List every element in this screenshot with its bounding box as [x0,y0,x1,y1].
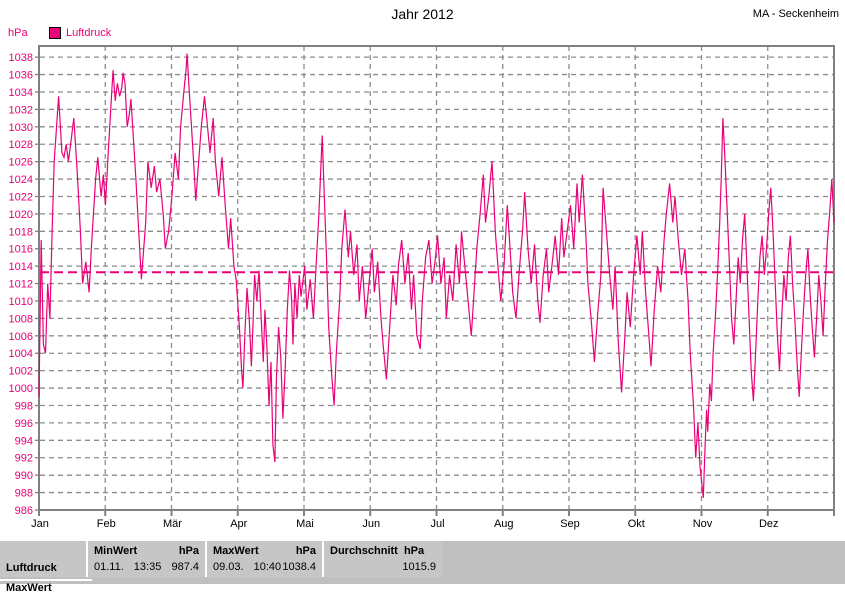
svg-text:Mai: Mai [296,518,314,530]
svg-text:1020: 1020 [9,209,33,221]
legend-label: Luftdruck [66,27,112,39]
svg-text:998: 998 [15,400,33,412]
svg-text:Jan: Jan [31,518,49,530]
weather-chart-window: { "header": { "title": "Jahr 2012", "sta… [0,6,845,594]
svg-text:1012: 1012 [9,279,33,291]
svg-text:1006: 1006 [9,331,33,343]
svg-text:1022: 1022 [9,191,33,203]
plot-frame [38,45,835,511]
svg-text:1010: 1010 [9,296,33,308]
svg-text:1032: 1032 [9,104,33,116]
stats-row-label-cell: Luftdruck [0,541,86,577]
svg-text:1008: 1008 [9,313,33,325]
svg-text:1002: 1002 [9,366,33,378]
month-labels: Jan Feb Mär Apr Mai Jun Jul Aug Sep Okt Nov Dez [31,518,778,530]
stats-avg-cell: Durchschnitt hPa 1015.9 [322,541,442,577]
max-date: 09.03. [213,561,244,573]
svg-text:1028: 1028 [9,139,33,151]
svg-text:Aug: Aug [494,518,514,530]
svg-text:990: 990 [15,470,33,482]
avg-value: 1015.9 [402,561,436,573]
y-tick-labels: 1038 1036 1034 1032 1030 1028 1026 1024 1022 1020… [9,52,33,517]
stats-next-row-clipped: MaxWert [0,579,92,597]
avg-header-label: Durchschnitt hPa [330,545,425,557]
svg-text:1018: 1018 [9,226,33,238]
svg-text:996: 996 [15,418,33,430]
station-label: MA - Seckenheim [752,8,839,20]
pressure-chart: 1038 1036 1034 1032 1030 1028 1026 1024 1022 1020… [9,45,835,530]
svg-text:1016: 1016 [9,244,33,256]
y-axis-unit-label: hPa [8,27,28,39]
max-header-label: MaxWert [213,545,259,557]
svg-text:Dez: Dez [759,518,779,530]
svg-text:Nov: Nov [693,518,713,530]
legend: Luftdruck [49,27,111,39]
svg-text:1014: 1014 [9,261,33,273]
min-value: 987.4 [171,561,199,573]
max-value: 1038.4 [282,561,316,573]
svg-text:986: 986 [15,505,33,517]
stats-series-name: Luftdruck [6,562,57,574]
luftdruck-series-line [38,53,835,498]
stats-table: Luftdruck MinWert hPa 01.11. 13:35 987.4… [0,540,845,594]
svg-text:Mär: Mär [163,518,182,530]
svg-text:Okt: Okt [628,518,645,530]
svg-text:Jul: Jul [430,518,444,530]
svg-text:988: 988 [15,488,33,500]
min-time: 13:35 [133,561,162,573]
svg-text:1026: 1026 [9,157,33,169]
svg-text:994: 994 [15,435,33,447]
svg-text:Jun: Jun [362,518,380,530]
svg-text:1036: 1036 [9,70,33,82]
max-header-unit: hPa [295,545,316,557]
page-title: Jahr 2012 [391,6,454,22]
min-header-label: MinWert [94,545,138,557]
svg-text:Apr: Apr [230,518,247,530]
month-gridlines [38,46,835,516]
svg-text:992: 992 [15,453,33,465]
svg-text:Sep: Sep [560,518,580,530]
min-date: 01.11. [94,561,124,573]
svg-text:1000: 1000 [9,383,33,395]
clipped-row-label: MaxWert [6,582,52,594]
svg-text:Feb: Feb [97,518,116,530]
stats-min-cell: MinWert hPa 01.11. 13:35 987.4 [86,541,205,577]
svg-text:1038: 1038 [9,52,33,64]
stats-max-cell: MaxWert hPa 09.03. 10:40 1038.4 [205,541,322,577]
luftdruck-color-swatch-icon [49,27,61,39]
min-header-unit: hPa [178,545,199,557]
svg-text:1004: 1004 [9,348,33,360]
y-gridlines [35,56,834,511]
svg-text:1024: 1024 [9,174,33,186]
svg-text:1030: 1030 [9,122,33,134]
svg-text:1034: 1034 [9,87,33,99]
max-time: 10:40 [253,561,282,573]
